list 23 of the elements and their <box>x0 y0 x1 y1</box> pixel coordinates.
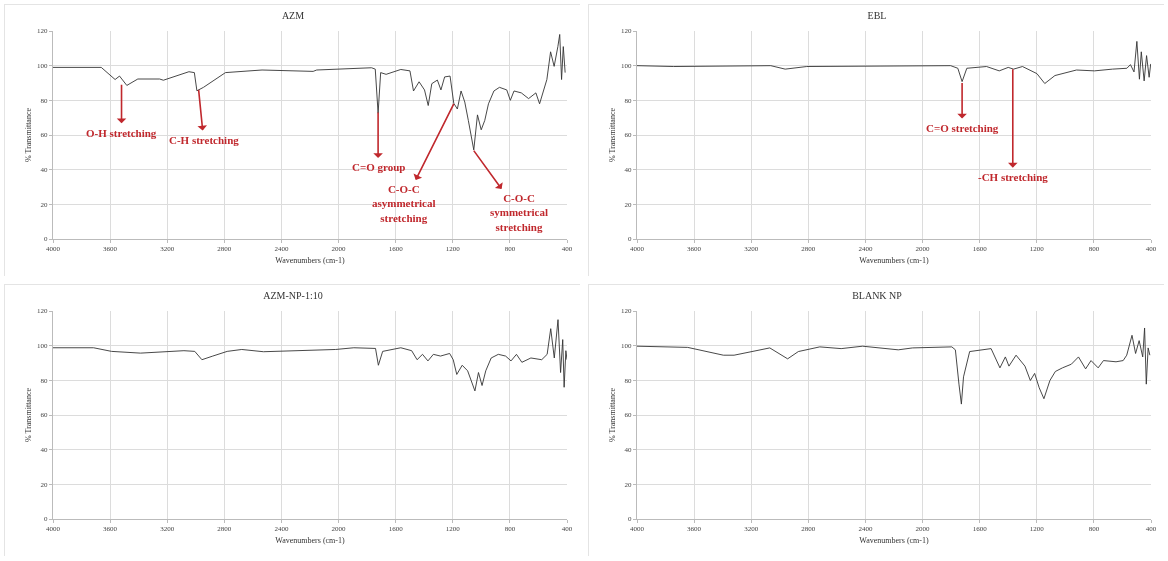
y-axis-title: % Transmittance <box>607 107 617 162</box>
x-axis-title: Wavenumbers (cm-1) <box>275 535 345 545</box>
line-series <box>637 40 1151 84</box>
y-axis-title: % Transmittance <box>23 387 33 442</box>
annotation: O-H stretching <box>86 127 157 139</box>
annotation: C-O-C asymmetrical stretching <box>372 183 436 224</box>
annotation: C-O-C symmetrical stretching <box>490 192 549 233</box>
y-axis-title: % Transmittance <box>607 387 617 442</box>
annotation: C=O stretching <box>926 122 999 134</box>
chart-title: BLANK NP <box>852 289 903 301</box>
line-series <box>53 34 566 151</box>
annotation: C-H stretching <box>169 134 240 146</box>
line-series <box>637 327 1151 405</box>
chart-title: AZM-NP-1:10 <box>263 289 323 301</box>
chart-title: AZM <box>281 9 305 21</box>
y-axis-title: % Transmittance <box>23 107 33 162</box>
chart-title: EBL <box>867 9 887 21</box>
annotation: C=O group <box>352 161 406 173</box>
x-axis-title: Wavenumbers (cm-1) <box>859 535 929 545</box>
x-axis-title: Wavenumbers (cm-1) <box>859 255 929 265</box>
annotation: -CH stretching <box>978 171 1049 183</box>
line-series <box>53 319 567 392</box>
x-axis-title: Wavenumbers (cm-1) <box>275 255 345 265</box>
